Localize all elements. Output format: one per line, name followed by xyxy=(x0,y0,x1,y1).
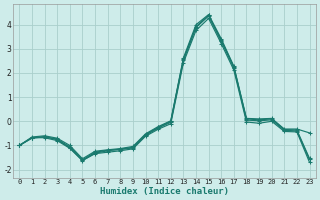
X-axis label: Humidex (Indice chaleur): Humidex (Indice chaleur) xyxy=(100,187,229,196)
